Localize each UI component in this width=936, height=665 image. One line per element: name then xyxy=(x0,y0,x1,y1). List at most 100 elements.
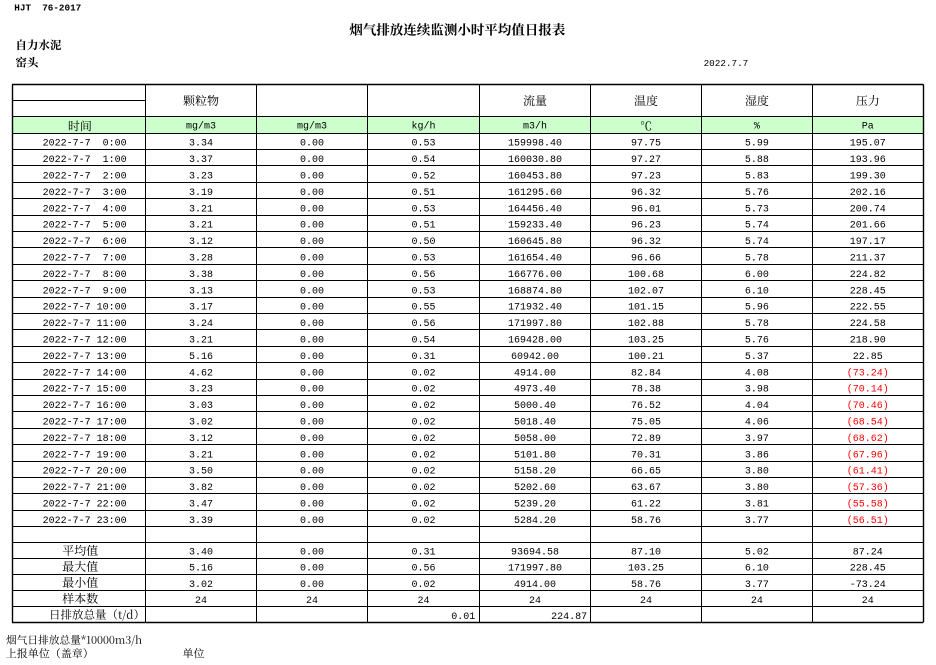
svg-text:24: 24 xyxy=(529,596,541,607)
svg-text:4.06: 4.06 xyxy=(745,418,769,429)
svg-text:2022-7-7 10:00: 2022-7-7 10:00 xyxy=(43,303,127,314)
svg-text:0.00: 0.00 xyxy=(300,483,324,494)
svg-text:3.77: 3.77 xyxy=(745,516,769,527)
svg-text:(61.41): (61.41) xyxy=(847,466,889,478)
svg-text:24: 24 xyxy=(195,596,207,607)
svg-text:5239.20: 5239.20 xyxy=(514,500,556,511)
svg-text:0.00: 0.00 xyxy=(300,467,324,478)
svg-text:0.56: 0.56 xyxy=(411,564,435,575)
svg-text:6.00: 6.00 xyxy=(745,270,769,281)
svg-text:3.80: 3.80 xyxy=(745,467,769,478)
svg-text:2022-7-7 3:00: 2022-7-7 3:00 xyxy=(43,188,127,199)
svg-text:0.00: 0.00 xyxy=(300,254,324,265)
svg-text:2022-7-7 19:00: 2022-7-7 19:00 xyxy=(43,450,127,461)
svg-text:3.12: 3.12 xyxy=(189,434,213,445)
svg-text:4.04: 4.04 xyxy=(745,401,769,412)
svg-text:0.00: 0.00 xyxy=(300,450,324,461)
svg-text:(57.36): (57.36) xyxy=(847,482,889,494)
svg-text:70.31: 70.31 xyxy=(631,450,661,461)
svg-text:0.53: 0.53 xyxy=(411,204,435,215)
svg-text:0.00: 0.00 xyxy=(300,237,324,248)
svg-text:5.99: 5.99 xyxy=(745,139,769,150)
svg-text:0.31: 0.31 xyxy=(411,548,435,559)
svg-text:96.32: 96.32 xyxy=(631,188,661,199)
svg-text:5.73: 5.73 xyxy=(745,204,769,215)
svg-text:75.05: 75.05 xyxy=(631,418,661,429)
svg-text:100.21: 100.21 xyxy=(628,352,664,363)
svg-text:160645.80: 160645.80 xyxy=(508,237,562,248)
svg-text:164456.40: 164456.40 xyxy=(508,204,562,215)
svg-text:0.02: 0.02 xyxy=(411,467,435,478)
svg-text:2022-7-7 22:00: 2022-7-7 22:00 xyxy=(43,500,127,511)
svg-text:3.21: 3.21 xyxy=(189,204,213,215)
svg-text:(70.14): (70.14) xyxy=(847,384,889,396)
svg-text:%: % xyxy=(754,122,760,133)
svg-text:kg/h: kg/h xyxy=(411,121,435,133)
svg-text:Pa: Pa xyxy=(862,122,874,133)
svg-text:(68.54): (68.54) xyxy=(847,417,889,429)
svg-text:0.00: 0.00 xyxy=(300,385,324,396)
svg-text:224.87: 224.87 xyxy=(551,612,587,623)
svg-text:0.02: 0.02 xyxy=(411,385,435,396)
svg-text:mg/m3: mg/m3 xyxy=(297,121,327,133)
svg-text:0.00: 0.00 xyxy=(300,401,324,412)
svg-text:0.00: 0.00 xyxy=(300,564,324,575)
svg-text:2022-7-7 7:00: 2022-7-7 7:00 xyxy=(43,254,127,265)
svg-text:0.02: 0.02 xyxy=(411,580,435,591)
svg-text:87.24: 87.24 xyxy=(853,548,883,559)
svg-text:3.81: 3.81 xyxy=(745,500,769,511)
svg-text:0.00: 0.00 xyxy=(300,368,324,379)
svg-text:(56.51): (56.51) xyxy=(847,515,889,527)
svg-text:0.00: 0.00 xyxy=(300,548,324,559)
svg-text:3.98: 3.98 xyxy=(745,385,769,396)
svg-text:3.80: 3.80 xyxy=(745,483,769,494)
svg-text:3.12: 3.12 xyxy=(189,237,213,248)
svg-text:0.00: 0.00 xyxy=(300,303,324,314)
svg-text:159998.40: 159998.40 xyxy=(508,139,562,150)
svg-text:0.51: 0.51 xyxy=(411,221,435,232)
svg-text:76.52: 76.52 xyxy=(631,401,661,412)
svg-text:199.30: 199.30 xyxy=(850,172,886,183)
svg-text:193.96: 193.96 xyxy=(850,155,886,166)
svg-text:0.00: 0.00 xyxy=(300,139,324,150)
svg-text:3.23: 3.23 xyxy=(189,385,213,396)
svg-text:97.27: 97.27 xyxy=(631,155,661,166)
svg-text:0.53: 0.53 xyxy=(411,286,435,297)
svg-text:63.67: 63.67 xyxy=(631,483,661,494)
svg-text:5.16: 5.16 xyxy=(189,352,213,363)
svg-text:5.02: 5.02 xyxy=(745,548,769,559)
svg-text:3.17: 3.17 xyxy=(189,303,213,314)
svg-text:5158.20: 5158.20 xyxy=(514,467,556,478)
svg-text:58.76: 58.76 xyxy=(631,580,661,591)
svg-text:2022-7-7 2:00: 2022-7-7 2:00 xyxy=(43,172,127,183)
svg-text:0.52: 0.52 xyxy=(411,172,435,183)
svg-text:228.45: 228.45 xyxy=(850,286,886,297)
svg-text:160453.80: 160453.80 xyxy=(508,172,562,183)
svg-text:211.37: 211.37 xyxy=(850,254,886,265)
svg-text:0.50: 0.50 xyxy=(411,237,435,248)
svg-text:0.00: 0.00 xyxy=(300,352,324,363)
svg-text:0.02: 0.02 xyxy=(411,368,435,379)
svg-text:3.38: 3.38 xyxy=(189,270,213,281)
svg-text:0.00: 0.00 xyxy=(300,580,324,591)
svg-text:3.13: 3.13 xyxy=(189,286,213,297)
svg-text:5202.60: 5202.60 xyxy=(514,483,556,494)
svg-text:0.02: 0.02 xyxy=(411,500,435,511)
svg-text:5.74: 5.74 xyxy=(745,221,769,232)
svg-text:5.78: 5.78 xyxy=(745,319,769,330)
svg-text:-73.24: -73.24 xyxy=(850,580,886,591)
svg-text:5.88: 5.88 xyxy=(745,155,769,166)
svg-text:197.17: 197.17 xyxy=(850,237,886,248)
svg-text:201.66: 201.66 xyxy=(850,221,886,232)
svg-text:0.01: 0.01 xyxy=(451,612,475,623)
svg-text:0.00: 0.00 xyxy=(300,221,324,232)
svg-text:22.85: 22.85 xyxy=(853,352,883,363)
svg-text:0.53: 0.53 xyxy=(411,139,435,150)
svg-text:60942.00: 60942.00 xyxy=(511,352,559,363)
svg-text:3.40: 3.40 xyxy=(189,548,213,559)
svg-text:5.76: 5.76 xyxy=(745,188,769,199)
svg-text:2022-7-7 23:00: 2022-7-7 23:00 xyxy=(43,516,127,527)
svg-text:2022-7-7 20:00: 2022-7-7 20:00 xyxy=(43,467,127,478)
svg-text:2022-7-7 5:00: 2022-7-7 5:00 xyxy=(43,221,127,232)
svg-text:96.01: 96.01 xyxy=(631,204,661,215)
